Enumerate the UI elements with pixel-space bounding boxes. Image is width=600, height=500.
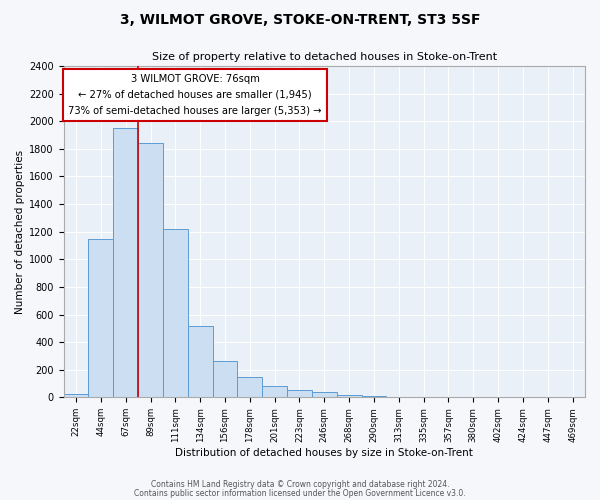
Bar xyxy=(312,392,337,398)
Text: 3 WILMOT GROVE: 76sqm
← 27% of detached houses are smaller (1,945)
73% of semi-d: 3 WILMOT GROVE: 76sqm ← 27% of detached … xyxy=(68,74,322,116)
Bar xyxy=(88,238,113,398)
Y-axis label: Number of detached properties: Number of detached properties xyxy=(15,150,25,314)
Bar xyxy=(212,361,238,398)
Title: Size of property relative to detached houses in Stoke-on-Trent: Size of property relative to detached ho… xyxy=(152,52,497,62)
X-axis label: Distribution of detached houses by size in Stoke-on-Trent: Distribution of detached houses by size … xyxy=(175,448,473,458)
Bar xyxy=(188,326,212,398)
Bar xyxy=(262,386,287,398)
Bar xyxy=(64,394,88,398)
Bar xyxy=(138,144,163,398)
Bar xyxy=(337,396,362,398)
Text: Contains HM Land Registry data © Crown copyright and database right 2024.: Contains HM Land Registry data © Crown c… xyxy=(151,480,449,489)
Text: 3, WILMOT GROVE, STOKE-ON-TRENT, ST3 5SF: 3, WILMOT GROVE, STOKE-ON-TRENT, ST3 5SF xyxy=(120,12,480,26)
Bar xyxy=(287,390,312,398)
Bar xyxy=(163,229,188,398)
Text: Contains public sector information licensed under the Open Government Licence v3: Contains public sector information licen… xyxy=(134,488,466,498)
Bar xyxy=(113,128,138,398)
Bar xyxy=(238,376,262,398)
Bar xyxy=(362,396,386,398)
